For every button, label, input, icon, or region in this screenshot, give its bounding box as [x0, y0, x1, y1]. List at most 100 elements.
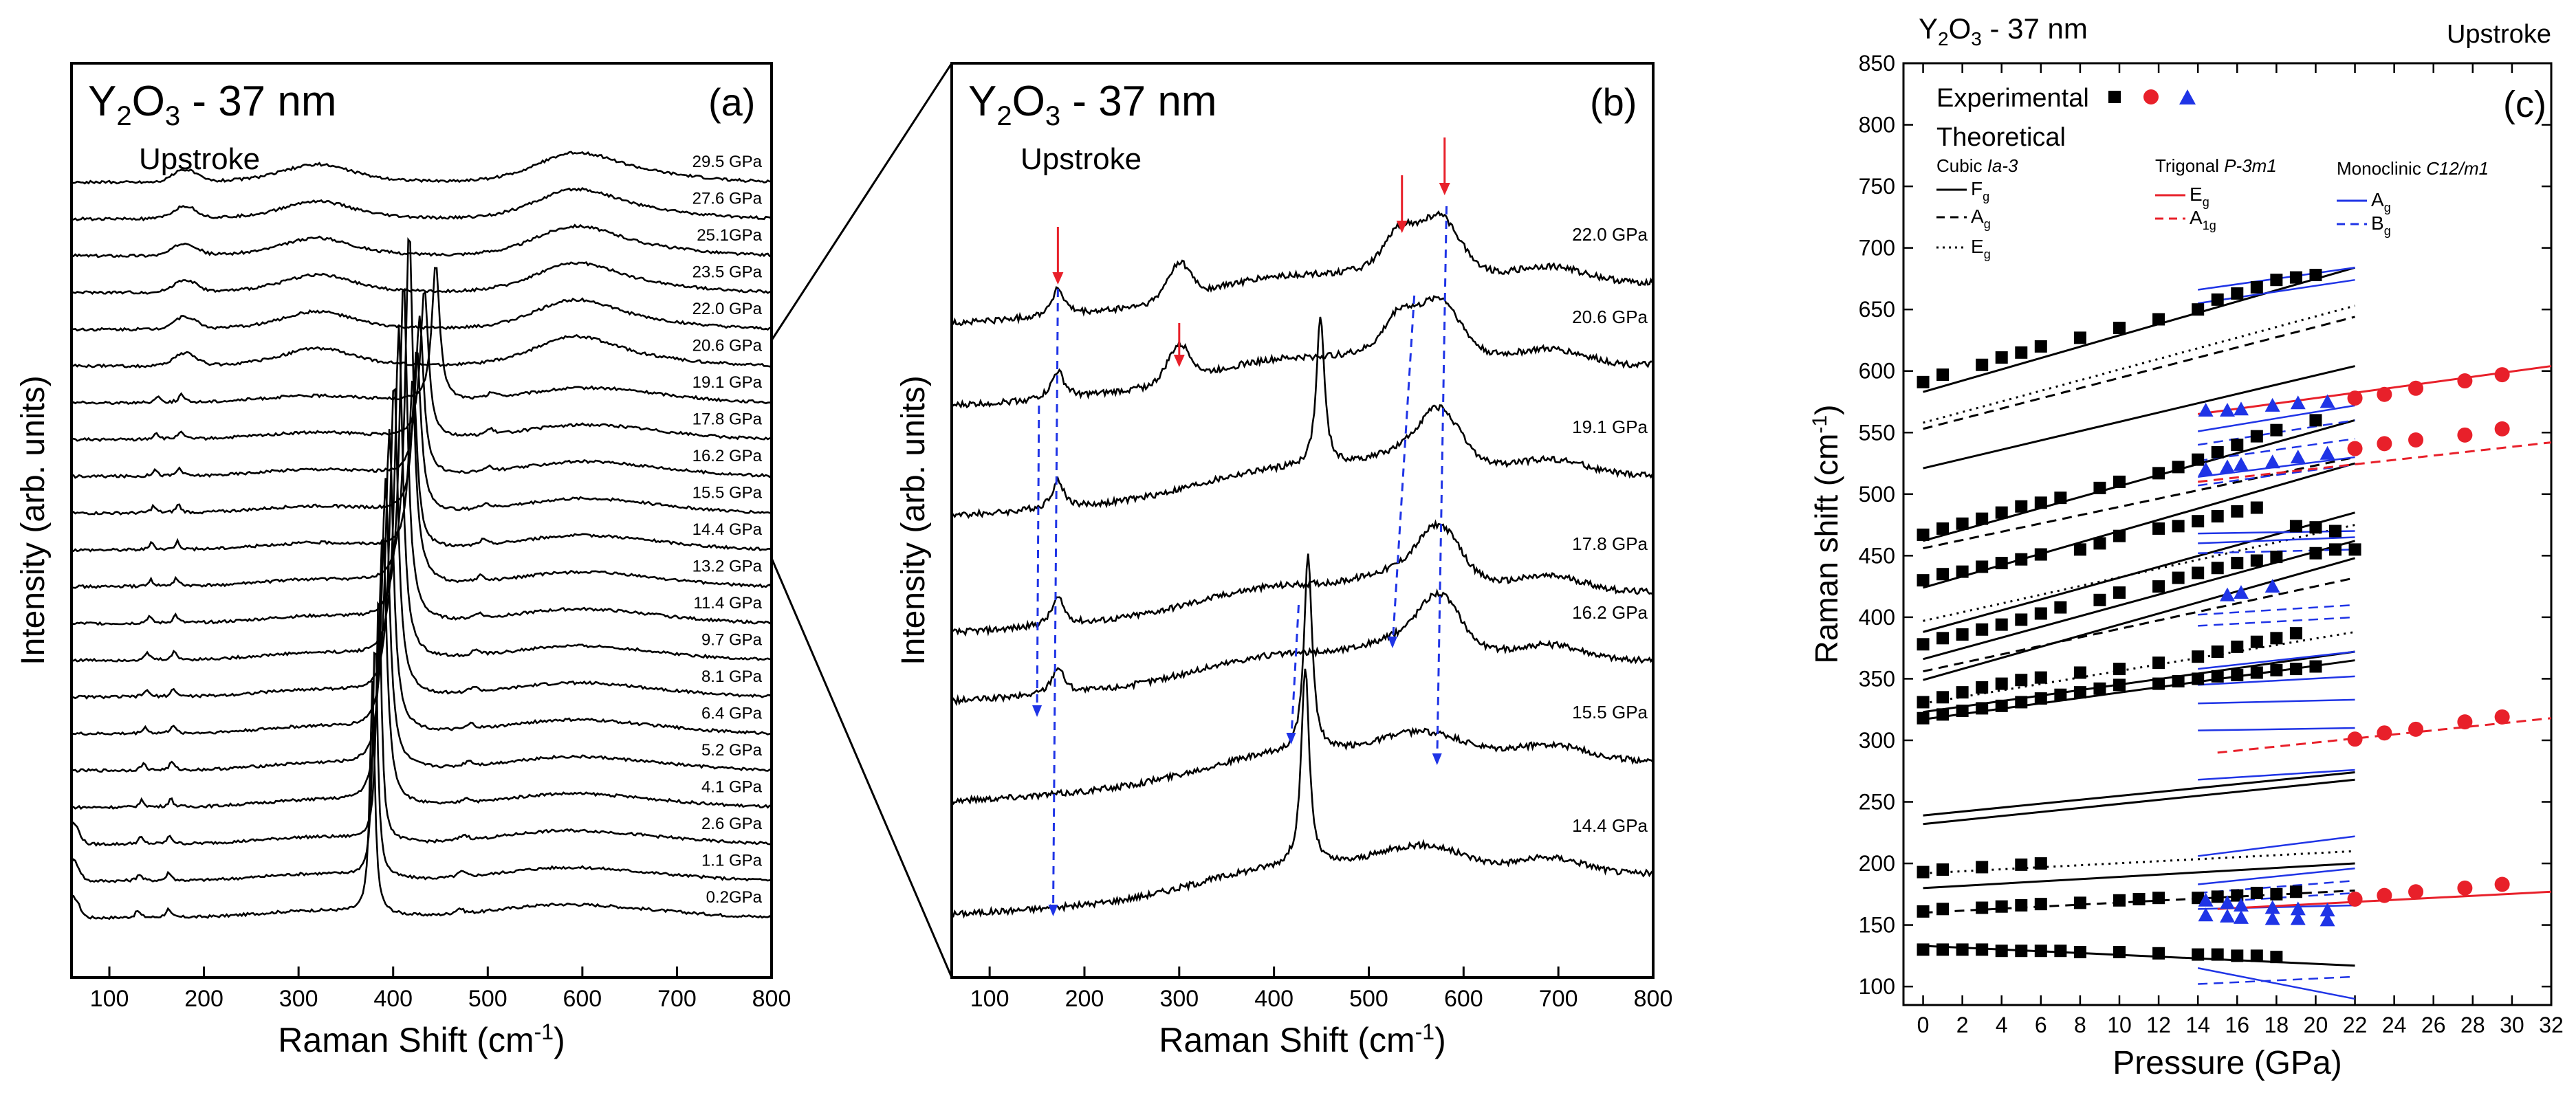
panel-c-experimental-points — [1917, 269, 2510, 964]
theory-cubic-line — [1923, 305, 2355, 424]
exp-cubic-point — [2192, 303, 2205, 316]
exp-cubic-point — [1995, 677, 2008, 690]
panel-b-pressure-labels: 14.4 GPa 15.5 GPa 16.2 GPa 17.8 GPa 19.1 GPa… — [1572, 224, 1648, 836]
exp-monoclinic-point — [2220, 909, 2235, 923]
exp-cubic-point — [2113, 678, 2126, 692]
theory-trigonal-line — [2197, 365, 2552, 415]
x-tick-label-c: 22 — [2343, 1013, 2368, 1037]
exp-cubic-point — [2348, 543, 2361, 556]
exp-monoclinic-point — [2264, 579, 2280, 593]
pressure-label-b: 17.8 GPa — [1572, 533, 1648, 554]
panel-a-y-axis-label: Intensity (arb. units) — [15, 375, 52, 665]
exp-cubic-point — [2192, 453, 2205, 466]
x-tick-label-a: 400 — [373, 986, 413, 1012]
pressure-label-a: 14.4 GPa — [692, 520, 763, 539]
spectrum-line-b — [952, 210, 1654, 327]
exp-cubic-point — [2034, 945, 2047, 958]
theory-cubic-line — [1923, 889, 2355, 914]
x-tick-label-c: 16 — [2225, 1013, 2249, 1037]
exp-trigonal-point — [2494, 876, 2510, 892]
exp-cubic-point — [2054, 688, 2067, 701]
exp-cubic-point — [1917, 943, 1930, 956]
spectrum-line-a — [71, 186, 772, 222]
exp-cubic-point — [2034, 692, 2047, 705]
exp-cubic-point — [2250, 949, 2263, 962]
exp-cubic-point — [2192, 566, 2205, 579]
legend-cubic-ag: Ag — [1971, 206, 1991, 231]
x-tick-label-a: 600 — [563, 986, 602, 1012]
exp-monoclinic-point — [2198, 892, 2214, 907]
theory-monoclinic-line — [2198, 437, 2355, 462]
pressure-label-a: 20.6 GPa — [692, 337, 763, 355]
legend-square-marker — [2108, 91, 2121, 103]
theory-monoclinic-line — [2198, 698, 2355, 705]
exp-cubic-point — [2152, 522, 2165, 535]
exp-monoclinic-point — [2233, 585, 2249, 599]
exp-cubic-point — [1995, 945, 2008, 958]
exp-cubic-point — [2270, 274, 2283, 287]
theory-cubic-line — [1923, 778, 2355, 826]
panel-a-label: (a) — [708, 80, 755, 124]
exp-cubic-point — [1976, 901, 1989, 914]
theory-cubic-line — [1923, 419, 2355, 542]
exp-monoclinic-point — [2290, 395, 2306, 410]
exp-cubic-point — [2152, 313, 2165, 326]
exp-cubic-point — [1976, 943, 1989, 956]
exp-cubic-point — [2270, 887, 2283, 901]
spectrum-line-b — [950, 588, 1653, 707]
spectrum-line-b — [950, 295, 1653, 409]
legend-cubic-fg: Fg — [1971, 178, 1989, 203]
exp-cubic-point — [2250, 887, 2263, 900]
exp-cubic-point — [2113, 663, 2126, 676]
x-tick-label-c: 4 — [1996, 1013, 2008, 1037]
exp-monoclinic-point — [2320, 445, 2335, 460]
x-tick-label-c: 28 — [2460, 1013, 2485, 1037]
x-tick-label-b: 700 — [1539, 986, 1578, 1012]
pressure-label-a: 0.2GPa — [706, 888, 763, 907]
exp-cubic-point — [2093, 593, 2106, 606]
exp-cubic-point — [2192, 892, 2205, 905]
exp-cubic-point — [2192, 672, 2205, 685]
theory-cubic-line — [1923, 862, 2355, 890]
y-tick-label-c: 450 — [1859, 543, 1895, 568]
pressure-label-a: 4.1 GPa — [701, 778, 763, 797]
pressure-label-b: 20.6 GPa — [1572, 307, 1648, 327]
exp-cubic-point — [1976, 681, 1989, 694]
exp-cubic-point — [1995, 506, 2008, 519]
pressure-label-a: 8.1 GPa — [701, 667, 763, 686]
exp-cubic-point — [2231, 439, 2244, 452]
x-tick-label-b: 300 — [1159, 986, 1199, 1012]
pressure-label-a: 1.1 GPa — [701, 852, 763, 870]
y-tick-label-c: 200 — [1859, 851, 1895, 876]
x-tick-label-c: 30 — [2500, 1013, 2524, 1037]
exp-cubic-point — [2211, 670, 2224, 683]
exp-cubic-point — [1976, 702, 1989, 715]
pressure-label-a: 9.7 GPa — [701, 631, 763, 650]
spectrum-line-a — [71, 261, 772, 295]
exp-trigonal-point — [2494, 709, 2510, 725]
exp-cubic-point — [2289, 627, 2302, 640]
blue-arrow-head — [1286, 733, 1296, 744]
legend-trigonal-eg: Eg — [2190, 184, 2209, 209]
legend-cubic-title: Cubic Ia-3 — [1936, 155, 2018, 176]
exp-monoclinic-point — [2320, 903, 2335, 917]
exp-cubic-point — [1936, 691, 1950, 704]
exp-cubic-point — [2270, 663, 2283, 676]
y-tick-label-c: 850 — [1859, 51, 1895, 76]
theory-monoclinic-line — [2198, 650, 2355, 670]
exp-trigonal-point — [2347, 441, 2363, 456]
theory-cubic-line — [1923, 577, 2355, 673]
exp-trigonal-point — [2457, 714, 2473, 730]
pressure-label-a: 5.2 GPa — [701, 741, 763, 760]
spectrum-line-a — [71, 297, 772, 332]
y-tick-label-c: 350 — [1859, 666, 1895, 691]
spectrum-line-a — [71, 601, 772, 847]
theory-monoclinic-line — [2198, 530, 2355, 535]
exp-cubic-point — [2231, 505, 2244, 518]
exp-monoclinic-point — [2233, 909, 2249, 924]
exp-cubic-point — [1917, 905, 1930, 918]
exp-cubic-point — [1936, 903, 1950, 916]
exp-cubic-point — [2054, 601, 2067, 614]
x-tick-label-c: 32 — [2539, 1013, 2564, 1037]
y-tick-label-c: 100 — [1859, 974, 1895, 999]
